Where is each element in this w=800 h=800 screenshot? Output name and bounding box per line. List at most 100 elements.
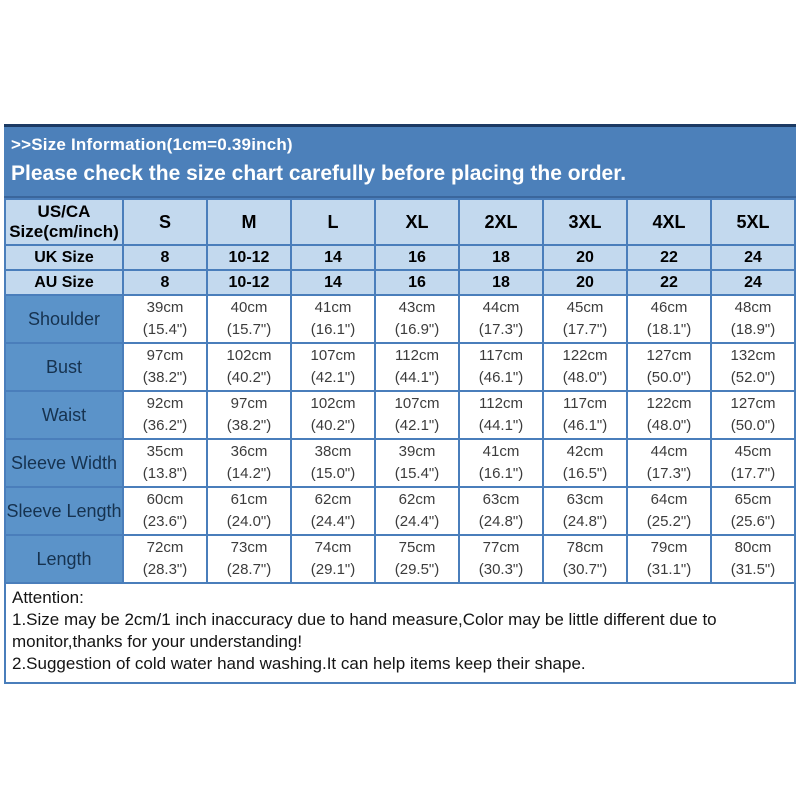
cm-value: 44cm: [482, 298, 520, 316]
inch-value: (17.3"): [646, 465, 692, 482]
measurement-cell: 75cm (29.5"): [374, 534, 460, 584]
measurement-cell: 102cm (40.2"): [206, 342, 292, 392]
measurement-cell: 36cm (14.2"): [206, 438, 292, 488]
measurement-row: Length 72cm (28.3") 73cm (28.7") 74cm (29.1") 7…: [4, 534, 796, 584]
inch-value: (30.3"): [478, 561, 524, 578]
measurement-cell: 117cm (46.1"): [458, 342, 544, 392]
banner: >>Size Information(1cm=0.39inch) Please …: [4, 124, 796, 198]
measurement-cell: 127cm (50.0"): [710, 390, 796, 440]
cm-value: 127cm: [646, 346, 692, 364]
row-label-bust: Bust: [4, 342, 124, 392]
banner-check-notice: Please check the size chart carefully be…: [11, 162, 627, 185]
measurement-cell: 42cm (16.5"): [542, 438, 628, 488]
measurement-row: Sleeve Width 35cm (13.8") 36cm (14.2") 38cm (1…: [4, 438, 796, 488]
cm-value: 38cm: [314, 442, 352, 460]
cm-value: 107cm: [310, 346, 356, 364]
uk-size-value: 22: [626, 244, 712, 271]
measurement-cell: 112cm (44.1"): [458, 390, 544, 440]
uk-size-value: 20: [542, 244, 628, 271]
cm-value: 112cm: [479, 394, 523, 412]
measurement-cell: 61cm (24.0"): [206, 486, 292, 536]
measurement-cell: 79cm (31.1"): [626, 534, 712, 584]
cm-value: 39cm: [146, 298, 184, 316]
au-size-value: 24: [710, 269, 796, 296]
measurement-cell: 107cm (42.1"): [290, 342, 376, 392]
inch-value: (17.3"): [478, 321, 524, 338]
measurement-cell: 107cm (42.1"): [374, 390, 460, 440]
uk-size-value: 14: [290, 244, 376, 271]
measurement-row: Shoulder 39cm (15.4") 40cm (15.7") 41cm (16.1"…: [4, 294, 796, 344]
inch-value: (40.2"): [226, 369, 272, 386]
measurement-cell: 44cm (17.3"): [458, 294, 544, 344]
inch-value: (15.4"): [142, 321, 188, 338]
inch-value: (28.7"): [226, 561, 272, 578]
size-col-xl: XL: [374, 198, 460, 246]
cm-value: 77cm: [482, 538, 520, 556]
measurement-cell: 74cm (29.1"): [290, 534, 376, 584]
cm-value: 64cm: [650, 490, 688, 508]
cm-value: 97cm: [230, 394, 268, 412]
inch-value: (52.0"): [730, 369, 776, 386]
cm-value: 75cm: [398, 538, 436, 556]
cm-value: 102cm: [310, 394, 356, 412]
cm-value: 35cm: [146, 442, 184, 460]
measurement-cell: 97cm (38.2"): [206, 390, 292, 440]
inch-value: (25.2"): [646, 513, 692, 530]
measurement-cell: 60cm (23.6"): [122, 486, 208, 536]
measurement-cell: 78cm (30.7"): [542, 534, 628, 584]
au-size-row: AU Size 8 10-12 14 16 18 20 22 24: [4, 269, 796, 296]
cm-value: 80cm: [734, 538, 772, 556]
cm-value: 92cm: [146, 394, 184, 412]
row-label-length: Length: [4, 534, 124, 584]
inch-value: (46.1"): [478, 369, 524, 386]
banner-size-information: >>Size Information(1cm=0.39inch): [11, 135, 293, 154]
cm-value: 48cm: [734, 298, 772, 316]
measurement-cell: 62cm (24.4"): [374, 486, 460, 536]
inch-value: (30.7"): [562, 561, 608, 578]
inch-value: (15.4"): [394, 465, 440, 482]
measurement-cell: 97cm (38.2"): [122, 342, 208, 392]
measurement-cell: 41cm (16.1"): [290, 294, 376, 344]
inch-value: (44.1"): [394, 369, 440, 386]
cm-value: 40cm: [230, 298, 268, 316]
au-size-value: 16: [374, 269, 460, 296]
corner-header-line2: Size(cm/inch): [9, 222, 119, 241]
measurement-cell: 65cm (25.6"): [710, 486, 796, 536]
cm-value: 44cm: [650, 442, 688, 460]
row-label-shoulder: Shoulder: [4, 294, 124, 344]
inch-value: (50.0"): [646, 369, 692, 386]
cm-value: 72cm: [146, 538, 184, 556]
cm-value: 74cm: [314, 538, 352, 556]
inch-value: (36.2"): [142, 417, 188, 434]
measurement-cell: 92cm (36.2"): [122, 390, 208, 440]
cm-value: 39cm: [398, 442, 436, 460]
measurement-row: Waist 92cm (36.2") 97cm (38.2") 102cm (40.2") 1…: [4, 390, 796, 440]
cm-value: 41cm: [482, 442, 520, 460]
inch-value: (15.0"): [310, 465, 356, 482]
measurement-cell: 122cm (48.0"): [542, 342, 628, 392]
cm-value: 112cm: [395, 346, 439, 364]
cm-value: 43cm: [398, 298, 436, 316]
cm-value: 62cm: [314, 490, 352, 508]
size-col-4xl: 4XL: [626, 198, 712, 246]
inch-value: (25.6"): [730, 513, 776, 530]
inch-value: (18.1"): [646, 321, 692, 338]
cm-value: 62cm: [398, 490, 436, 508]
measurement-cell: 132cm (52.0"): [710, 342, 796, 392]
uk-size-value: 16: [374, 244, 460, 271]
inch-value: (44.1"): [478, 417, 524, 434]
uk-size-value: 24: [710, 244, 796, 271]
cm-value: 63cm: [482, 490, 520, 508]
size-col-3xl: 3XL: [542, 198, 628, 246]
inch-value: (40.2"): [310, 417, 356, 434]
cm-value: 97cm: [146, 346, 184, 364]
inch-value: (31.1"): [646, 561, 692, 578]
measurement-cell: 73cm (28.7"): [206, 534, 292, 584]
uk-size-value: 10-12: [206, 244, 292, 271]
measurement-row: Bust 97cm (38.2") 102cm (40.2") 107cm (42.1") 1…: [4, 342, 796, 392]
measurement-cell: 39cm (15.4"): [122, 294, 208, 344]
cm-value: 107cm: [394, 394, 440, 412]
measurement-cell: 44cm (17.3"): [626, 438, 712, 488]
measurement-cell: 80cm (31.5"): [710, 534, 796, 584]
au-size-value: 14: [290, 269, 376, 296]
